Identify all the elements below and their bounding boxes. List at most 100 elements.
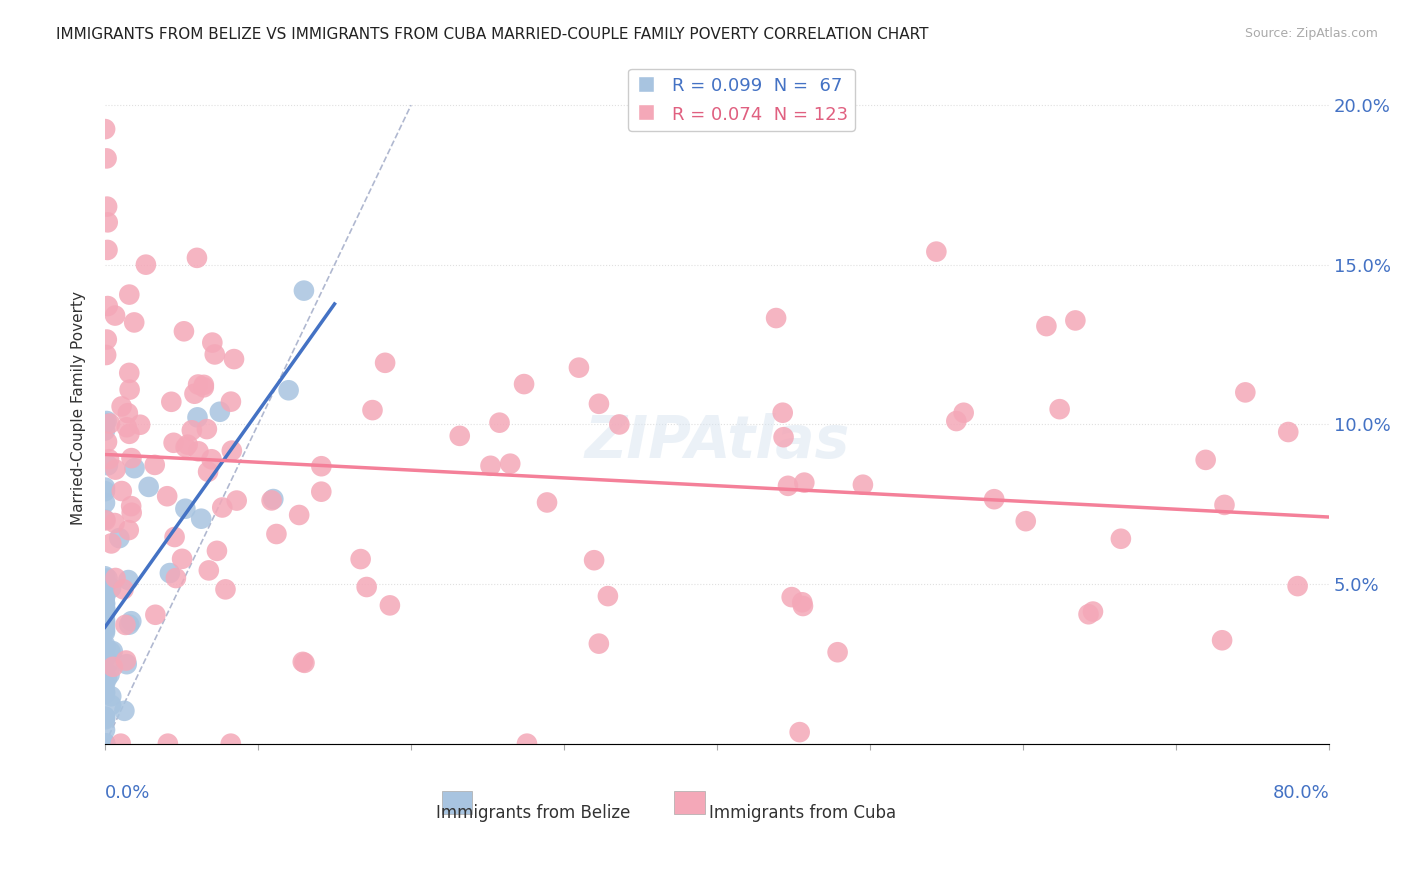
Immigrants from Cuba <box>350 552 373 566</box>
Immigrants from Belize <box>174 501 197 516</box>
Immigrants from Cuba <box>479 458 502 473</box>
Immigrants from Belize <box>94 623 117 637</box>
Text: Source: ZipAtlas.com: Source: ZipAtlas.com <box>1244 27 1378 40</box>
Immigrants from Cuba <box>214 582 236 597</box>
Immigrants from Cuba <box>205 544 228 558</box>
Immigrants from Belize <box>94 737 117 751</box>
Immigrants from Cuba <box>449 429 471 443</box>
Immigrants from Belize <box>94 606 117 620</box>
Immigrants from Belize <box>277 384 299 398</box>
Immigrants from Belize <box>94 569 117 583</box>
Immigrants from Cuba <box>765 311 787 326</box>
Immigrants from Cuba <box>97 299 120 313</box>
FancyBboxPatch shape <box>675 790 704 814</box>
Text: Immigrants from Belize: Immigrants from Belize <box>436 804 631 822</box>
Immigrants from Cuba <box>356 580 378 594</box>
Immigrants from Belize <box>94 638 117 652</box>
Immigrants from Cuba <box>776 479 799 493</box>
Immigrants from Cuba <box>288 508 311 522</box>
Immigrants from Belize <box>94 615 117 630</box>
Immigrants from Cuba <box>174 440 197 454</box>
Immigrants from Cuba <box>165 571 187 585</box>
Immigrants from Cuba <box>135 258 157 272</box>
Immigrants from Cuba <box>1211 633 1233 648</box>
Immigrants from Belize <box>186 410 208 425</box>
Immigrants from Belize <box>101 644 124 658</box>
Immigrants from Cuba <box>225 493 247 508</box>
Immigrants from Cuba <box>588 397 610 411</box>
Immigrants from Belize <box>120 614 142 628</box>
Immigrants from Cuba <box>96 333 118 347</box>
Immigrants from Cuba <box>793 475 815 490</box>
Immigrants from Cuba <box>172 551 194 566</box>
Immigrants from Cuba <box>1109 532 1132 546</box>
Immigrants from Cuba <box>536 495 558 509</box>
Immigrants from Belize <box>96 572 118 586</box>
Immigrants from Cuba <box>143 458 166 472</box>
Immigrants from Cuba <box>516 737 538 751</box>
Immigrants from Cuba <box>129 417 152 432</box>
Immigrants from Belize <box>97 657 120 671</box>
Immigrants from Cuba <box>772 430 794 444</box>
Immigrants from Cuba <box>311 484 333 499</box>
Immigrants from Cuba <box>222 352 245 367</box>
Immigrants from Belize <box>94 737 117 751</box>
Immigrants from Belize <box>94 686 117 700</box>
Immigrants from Cuba <box>121 506 143 520</box>
Immigrants from Cuba <box>98 452 121 467</box>
Immigrants from Belize <box>94 737 117 751</box>
Immigrants from Belize <box>262 491 284 506</box>
Immigrants from Belize <box>138 480 160 494</box>
Immigrants from Cuba <box>96 243 118 257</box>
Immigrants from Belize <box>208 405 231 419</box>
Immigrants from Belize <box>94 601 117 615</box>
Immigrants from Cuba <box>94 348 117 362</box>
Immigrants from Belize <box>118 617 141 632</box>
Immigrants from Cuba <box>121 451 143 466</box>
Immigrants from Belize <box>100 690 122 704</box>
Immigrants from Cuba <box>156 489 179 503</box>
Immigrants from Belize <box>94 620 117 634</box>
Text: ZIPAtlas: ZIPAtlas <box>585 414 849 470</box>
Immigrants from Cuba <box>925 244 948 259</box>
Immigrants from Cuba <box>780 590 803 604</box>
Immigrants from Belize <box>94 596 117 610</box>
Immigrants from Cuba <box>96 434 118 449</box>
Text: 0.0%: 0.0% <box>105 784 150 802</box>
Immigrants from Cuba <box>583 553 606 567</box>
Immigrants from Cuba <box>195 422 218 436</box>
Immigrants from Cuba <box>983 492 1005 507</box>
Immigrants from Cuba <box>488 416 510 430</box>
Immigrants from Cuba <box>187 377 209 392</box>
Immigrants from Cuba <box>104 309 127 323</box>
Immigrants from Cuba <box>1286 579 1309 593</box>
Immigrants from Belize <box>94 588 117 602</box>
Immigrants from Belize <box>94 625 117 640</box>
Immigrants from Cuba <box>588 637 610 651</box>
Immigrants from Cuba <box>1277 425 1299 439</box>
Immigrants from Belize <box>108 531 131 545</box>
Immigrants from Cuba <box>118 523 141 537</box>
Immigrants from Cuba <box>945 414 967 428</box>
Immigrants from Cuba <box>104 571 127 585</box>
Immigrants from Cuba <box>568 360 591 375</box>
Immigrants from Cuba <box>204 347 226 361</box>
Immigrants from Cuba <box>122 315 145 329</box>
Immigrants from Cuba <box>117 406 139 420</box>
Immigrants from Cuba <box>374 356 396 370</box>
Immigrants from Cuba <box>173 324 195 338</box>
Immigrants from Belize <box>94 737 117 751</box>
Immigrants from Cuba <box>94 513 117 527</box>
Immigrants from Cuba <box>145 607 167 622</box>
Immigrants from Cuba <box>96 200 118 214</box>
Immigrants from Cuba <box>609 417 631 432</box>
Immigrants from Cuba <box>211 500 233 515</box>
Immigrants from Cuba <box>114 618 136 632</box>
Immigrants from Cuba <box>852 477 875 491</box>
Immigrants from Cuba <box>792 595 814 609</box>
Immigrants from Belize <box>112 704 135 718</box>
Immigrants from Cuba <box>96 152 118 166</box>
Immigrants from Belize <box>94 597 117 611</box>
Immigrants from Cuba <box>98 417 121 431</box>
Immigrants from Belize <box>96 414 118 428</box>
